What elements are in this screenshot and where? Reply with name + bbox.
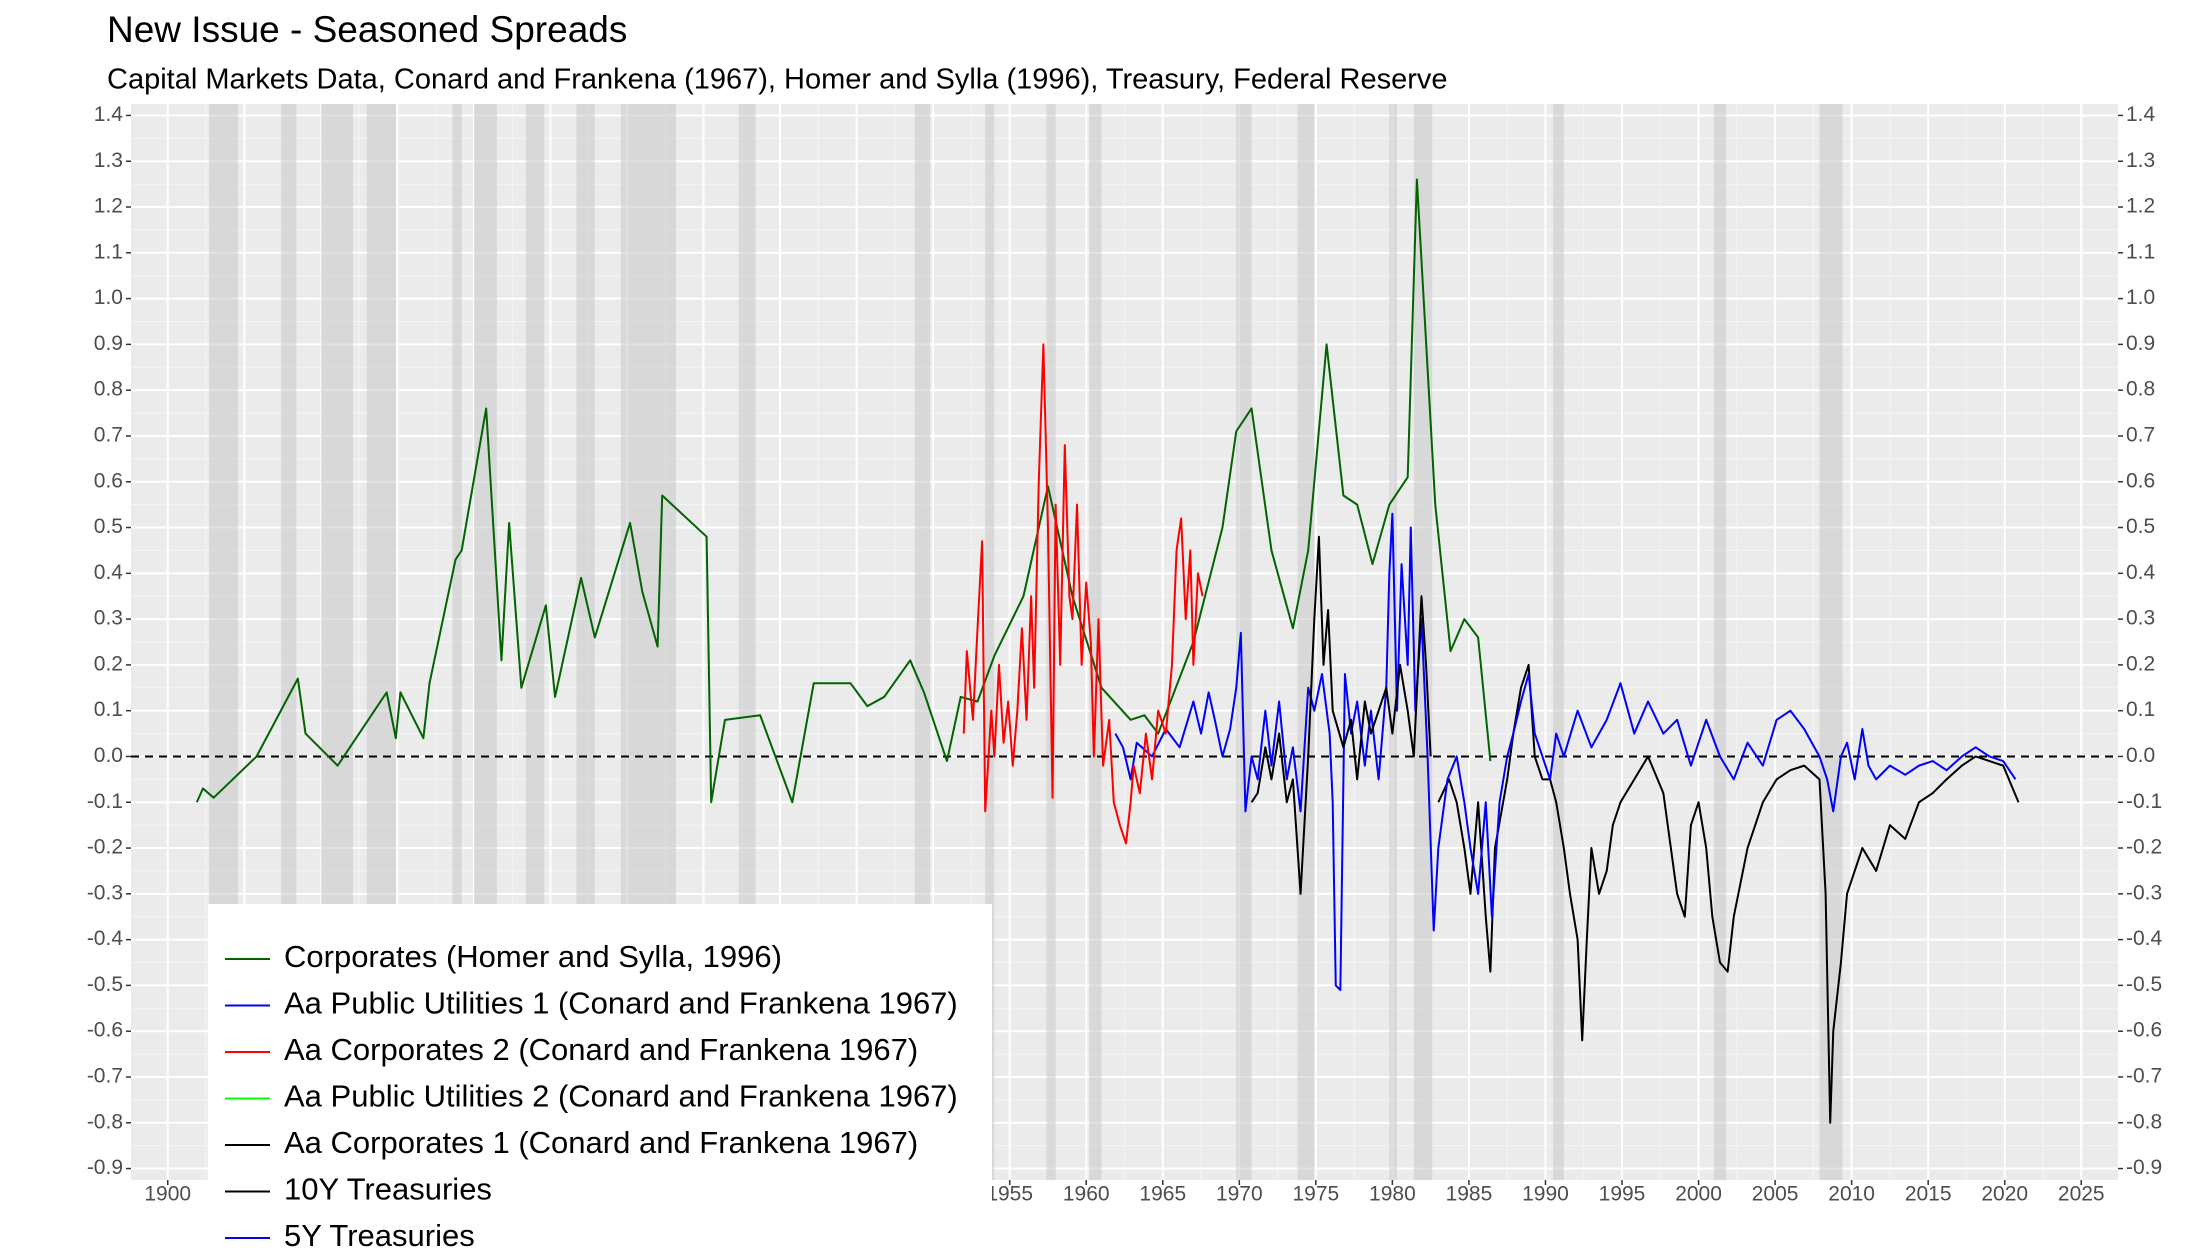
recession-band	[1236, 104, 1252, 1180]
y-tick-label: 0.4	[94, 561, 124, 584]
y-tick-label: 0.5	[94, 515, 123, 538]
y-tick-label: -0.1	[87, 790, 123, 813]
y2-tick-label: 0.6	[2126, 469, 2155, 492]
legend-label: Aa Corporates 2 (Conard and Frankena 196…	[284, 1032, 918, 1067]
y-tick-label: 0.2	[94, 652, 123, 675]
y-tick-label: -0.6	[87, 1019, 123, 1042]
y2-tick-label: 1.0	[2126, 286, 2155, 309]
recession-band	[985, 104, 995, 1180]
recession-band	[1553, 104, 1564, 1180]
y-tick-label: -0.8	[87, 1110, 123, 1133]
recession-band	[452, 104, 462, 1180]
legend-label: Aa Public Utilities 2 (Conard and Franke…	[284, 1079, 958, 1114]
chart-subtitle: Capital Markets Data, Conard and Franken…	[107, 64, 1448, 96]
legend: Corporates (Homer and Sylla, 1996) Aa Pub…	[208, 904, 992, 1248]
x-tick-label: 1970	[1216, 1183, 1263, 1206]
y2-tick-label: -0.1	[2126, 790, 2162, 813]
legend-box	[208, 904, 992, 1248]
x-tick-label: 1965	[1139, 1183, 1186, 1206]
y-tick-label: 0.3	[94, 607, 123, 630]
y-tick-label: -0.9	[87, 1156, 123, 1179]
recession-band	[1297, 104, 1315, 1180]
series-line	[1250, 535, 1432, 895]
y-tick-label: -0.5	[87, 973, 123, 996]
y2-tick-label: 1.1	[2126, 240, 2155, 263]
y-tick-label: 0.6	[94, 469, 123, 492]
chart-title: New Issue - Seasoned Spreads	[107, 9, 627, 50]
y2-tick-label: -0.8	[2126, 1110, 2162, 1133]
y2-tick-label: 0.3	[2126, 607, 2155, 630]
recession-band	[1819, 104, 1843, 1180]
y2-tick-label: 1.4	[2126, 103, 2156, 126]
x-tick-label: 1975	[1292, 1183, 1339, 1206]
y2-tick-label: -0.7	[2126, 1065, 2162, 1088]
x-tick-label: 2015	[1905, 1183, 1952, 1206]
recession-band	[1046, 104, 1056, 1180]
x-tick-label: 1900	[144, 1183, 191, 1206]
y-tick-label: 0.0	[94, 744, 123, 767]
x-tick-label: 1955	[986, 1183, 1033, 1206]
legend-label: Aa Public Utilities 1 (Conard and Franke…	[284, 986, 958, 1021]
x-tick-label: 1990	[1522, 1183, 1569, 1206]
x-tick-label: 1995	[1599, 1183, 1646, 1206]
y2-tick-label: 0.8	[2126, 378, 2155, 401]
legend-label: Aa Corporates 1 (Conard and Frankena 196…	[284, 1125, 918, 1160]
x-tick-label: 1960	[1063, 1183, 1110, 1206]
recession-band	[1389, 104, 1397, 1180]
y2-tick-label: -0.4	[2126, 927, 2163, 950]
y2-tick-label: 0.2	[2126, 652, 2155, 675]
y2-tick-label: -0.5	[2126, 973, 2162, 996]
y-tick-label: 0.8	[94, 378, 123, 401]
y-tick-label: 1.1	[94, 240, 123, 263]
y-tick-label: -0.3	[87, 881, 123, 904]
y2-tick-label: 1.3	[2126, 149, 2155, 172]
series-line	[1437, 673, 2017, 918]
y2-tick-label: -0.9	[2126, 1156, 2162, 1179]
recession-band	[1713, 104, 1727, 1180]
y-tick-label: -0.7	[87, 1065, 123, 1088]
y2-tick-label: 0.0	[2126, 744, 2155, 767]
legend-label: 10Y Treasuries	[284, 1172, 492, 1207]
grid	[131, 104, 2118, 1180]
x-tick-label: 2005	[1752, 1183, 1799, 1206]
legend-label: Corporates (Homer and Sylla, 1996)	[284, 939, 782, 974]
y2-tick-label: -0.3	[2126, 881, 2162, 904]
x-tick-label: 2020	[1981, 1183, 2028, 1206]
y2-tick-label: 0.5	[2126, 515, 2155, 538]
y2-tick-label: 0.7	[2126, 424, 2155, 447]
x-tick-label: 1985	[1446, 1183, 1493, 1206]
x-tick-label: 1980	[1369, 1183, 1416, 1206]
y-tick-label: 1.2	[94, 195, 123, 218]
y-tick-label: 1.4	[94, 103, 124, 126]
legend-label: 5Y Treasuries	[284, 1218, 475, 1248]
y-tick-label: 0.9	[94, 332, 123, 355]
series-line	[1114, 512, 1440, 991]
y-tick-label: 0.1	[94, 698, 123, 721]
x-tick-label: 2010	[1828, 1183, 1875, 1206]
recession-band	[1089, 104, 1102, 1180]
y2-tick-label: -0.6	[2126, 1019, 2162, 1042]
y-tick-label: 1.0	[94, 286, 123, 309]
x-tick-label: 2000	[1675, 1183, 1722, 1206]
series-line	[1437, 663, 2020, 1124]
y-tick-label: 0.7	[94, 424, 123, 447]
x-tick-label: 2025	[2058, 1183, 2105, 1206]
y2-tick-label: 0.1	[2126, 698, 2155, 721]
series-line	[962, 343, 1204, 845]
y2-tick-label: 0.9	[2126, 332, 2155, 355]
y2-tick-label: 0.4	[2126, 561, 2156, 584]
y-tick-label: -0.4	[87, 927, 124, 950]
y-tick-label: -0.2	[87, 836, 123, 859]
y-tick-label: 1.3	[94, 149, 123, 172]
y2-tick-label: -0.2	[2126, 836, 2162, 859]
lines	[195, 178, 2020, 1124]
series-line	[195, 178, 1492, 804]
y2-tick-label: 1.2	[2126, 195, 2155, 218]
